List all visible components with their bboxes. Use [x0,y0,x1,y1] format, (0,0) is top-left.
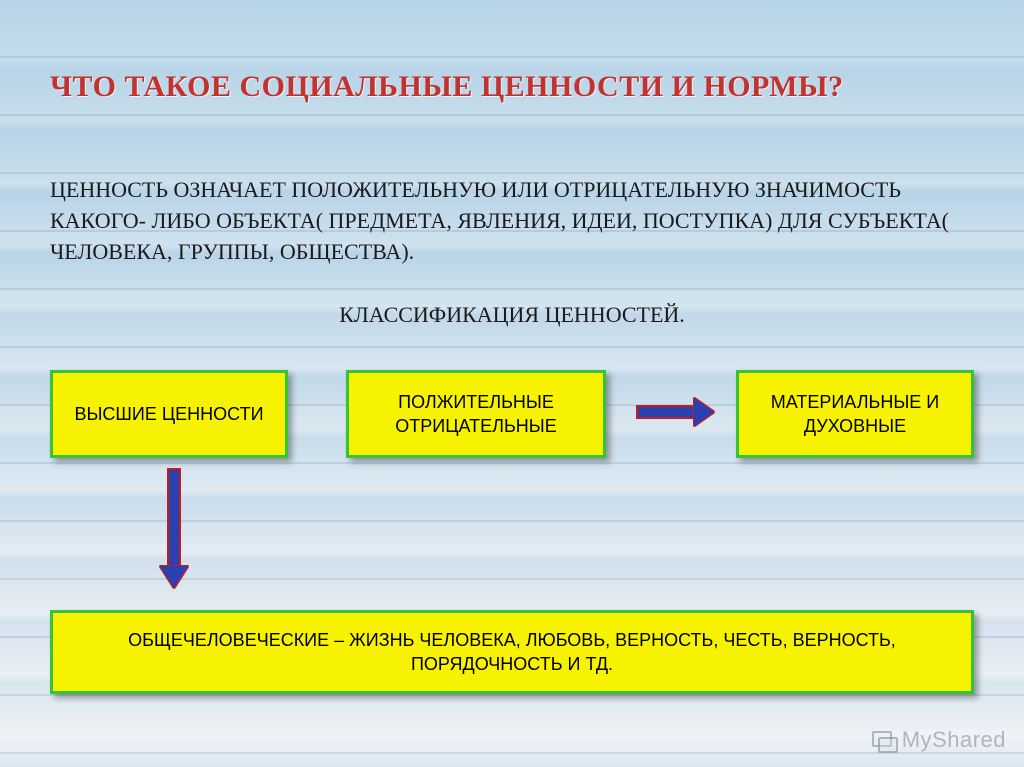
box-label: ОБЩЕЧЕЛОВЕЧЕСКИЕ – ЖИЗНЬ ЧЕЛОВЕКА, ЛЮБОВ… [59,628,965,677]
box-material-spiritual: МАТЕРИАЛЬНЫЕ И ДУХОВНЫЕ [736,370,974,458]
box-label: ВЫСШИЕ ЦЕННОСТИ [74,402,263,426]
arrow-head-icon [694,398,714,426]
slide-title: ЧТО ТАКОЕ СОЦИАЛЬНЫЕ ЦЕННОСТИ И НОРМЫ? [50,70,844,104]
slides-icon [870,729,896,751]
box-positive-negative: ПОЛЖИТЕЛЬНЫЕ ОТРИЦАТЕЛЬНЫЕ [346,370,606,458]
box-label: ПОЛЖИТЕЛЬНЫЕ ОТРИЦАТЕЛЬНЫЕ [355,390,597,439]
slide-content: ЧТО ТАКОЕ СОЦИАЛЬНЫЕ ЦЕННОСТИ И НОРМЫ? Ц… [0,0,1024,767]
definition-text: ЦЕННОСТЬ ОЗНАЧАЕТ ПОЛОЖИТЕЛЬНУЮ ИЛИ ОТРИ… [50,175,974,267]
box-label: МАТЕРИАЛЬНЫЕ И ДУХОВНЫЕ [745,390,965,439]
watermark: MyShared [870,727,1006,753]
arrow-shaft [167,468,181,566]
box-universal-values: ОБЩЕЧЕЛОВЕЧЕСКИЕ – ЖИЗНЬ ЧЕЛОВЕКА, ЛЮБОВ… [50,610,974,694]
box-highest-values: ВЫСШИЕ ЦЕННОСТИ [50,370,288,458]
arrow-shaft [636,405,694,419]
arrow-down [160,468,188,588]
arrow-right [636,398,714,426]
classification-heading: КЛАССИФИКАЦИЯ ЦЕННОСТЕЙ. [0,302,1024,328]
watermark-text: MyShared [902,727,1006,753]
arrow-head-icon [160,566,188,588]
